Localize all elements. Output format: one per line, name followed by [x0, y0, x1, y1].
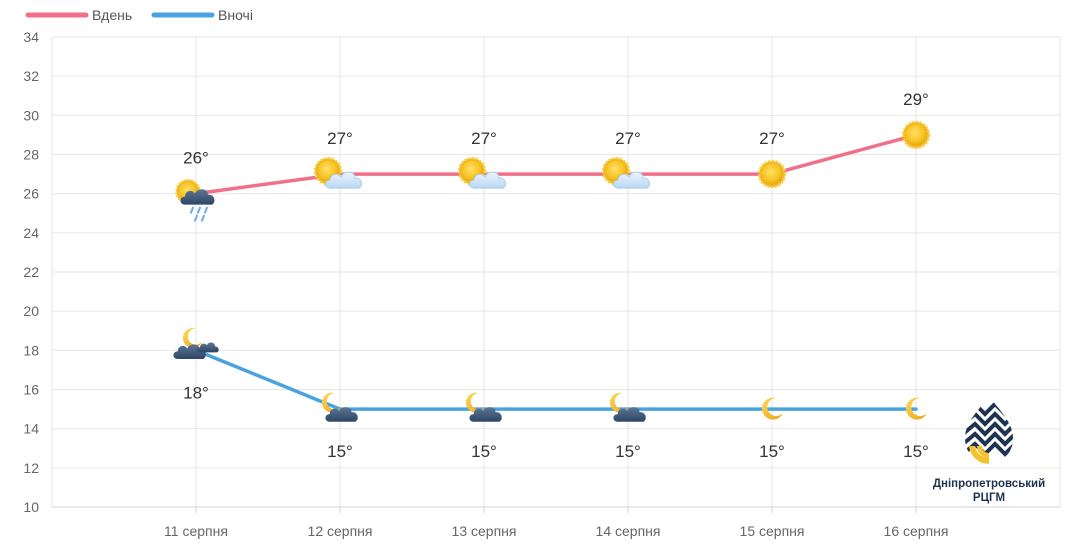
day-series-line: [194, 133, 918, 196]
night-temp-label: 18°: [183, 383, 209, 402]
y-tick-label: 28: [23, 147, 39, 163]
y-tick-label: 10: [23, 499, 39, 515]
x-tick-label: 16 серпня: [884, 523, 949, 539]
y-tick-label: 12: [23, 460, 39, 476]
logo-text-line1: Дніпропетровський: [933, 478, 1045, 490]
day-temp-label: 27°: [471, 129, 497, 148]
legend-item-night[interactable]: Вночі: [151, 7, 253, 23]
night-temp-label: 15°: [903, 442, 929, 461]
y-tick-label: 16: [23, 382, 39, 398]
legend-label-night: Вночі: [218, 7, 253, 23]
logo: Дніпропетровський РЦГМ: [933, 396, 1045, 504]
legend: Вдень Вночі: [25, 7, 253, 23]
y-tick-label: 20: [23, 303, 39, 319]
sun-icon: [757, 159, 787, 189]
y-tick-label: 18: [23, 342, 39, 358]
legend-label-day: Вдень: [92, 7, 132, 23]
night-temp-label: 15°: [615, 442, 641, 461]
grid: [51, 36, 1061, 508]
y-tick-label: 32: [23, 68, 39, 84]
day-temp-label: 27°: [327, 129, 353, 148]
night-temp-label: 15°: [471, 442, 497, 461]
x-tick-label: 14 серпня: [596, 523, 661, 539]
y-tick-label: 22: [23, 264, 39, 280]
legend-item-day[interactable]: Вдень: [25, 7, 132, 23]
y-tick-label: 26: [23, 186, 39, 202]
y-tick-label: 14: [23, 421, 39, 437]
day-temp-label: 27°: [759, 129, 785, 148]
logo-text-line2: РЦГМ: [973, 492, 1005, 504]
sun-icon: [901, 120, 931, 150]
day-temp-label: 29°: [903, 90, 929, 109]
x-tick-label: 12 серпня: [308, 523, 373, 539]
data-labels: 26° 27° 27° 27° 27° 29° 18° 15° 15° 15° 15° 15°: [183, 90, 929, 461]
night-series-line: [194, 348, 918, 411]
x-axis: 11 серпня 12 серпня 13 серпня 14 серпня 15 с…: [52, 506, 1060, 539]
y-tick-label: 30: [23, 107, 39, 123]
y-tick-label: 34: [23, 29, 39, 45]
night-temp-label: 15°: [327, 442, 353, 461]
day-temp-label: 27°: [615, 129, 641, 148]
night-temp-label: 15°: [759, 442, 785, 461]
drop-logo-icon: [965, 396, 1013, 464]
sun-cloud-rain-icon: [175, 178, 215, 222]
y-tick-label: 24: [23, 225, 39, 241]
x-tick-label: 11 серпня: [164, 523, 228, 539]
x-tick-label: 13 серпня: [452, 523, 517, 539]
day-temp-label: 26°: [183, 149, 209, 168]
y-axis: 10 12 14 16 18 20 22 24 26 28 30 32 34: [23, 29, 39, 515]
x-tick-label: 15 серпня: [740, 523, 805, 539]
